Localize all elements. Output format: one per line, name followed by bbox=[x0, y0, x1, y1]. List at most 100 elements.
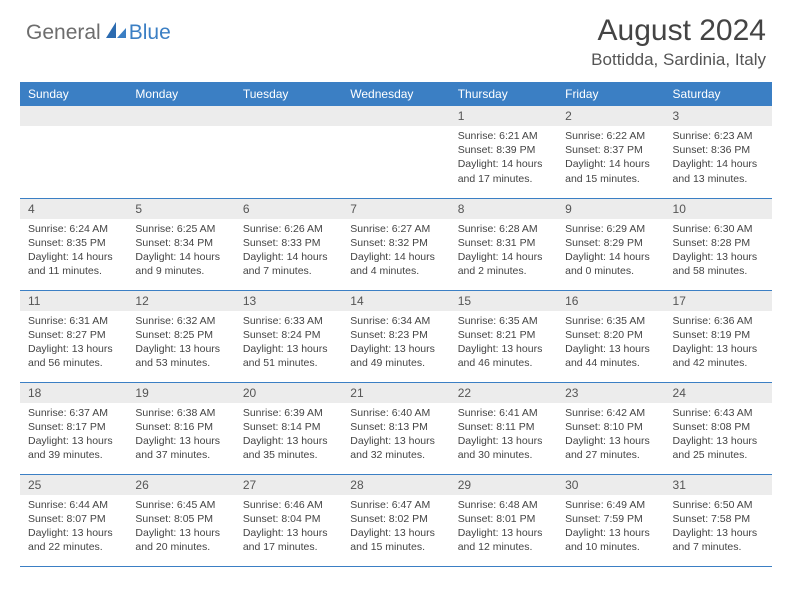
sunrise-text: Sunrise: 6:48 AM bbox=[458, 498, 549, 512]
day-content: Sunrise: 6:45 AMSunset: 8:05 PMDaylight:… bbox=[127, 495, 234, 560]
sunset-text: Sunset: 8:31 PM bbox=[458, 236, 549, 250]
daylight-text: Daylight: 14 hours and 11 minutes. bbox=[28, 250, 119, 278]
day-number: 10 bbox=[665, 199, 772, 219]
calendar-day bbox=[235, 106, 342, 198]
calendar-day: 26Sunrise: 6:45 AMSunset: 8:05 PMDayligh… bbox=[127, 474, 234, 566]
daylight-text: Daylight: 13 hours and 37 minutes. bbox=[135, 434, 226, 462]
sunset-text: Sunset: 8:19 PM bbox=[673, 328, 764, 342]
day-number: 9 bbox=[557, 199, 664, 219]
day-content: Sunrise: 6:38 AMSunset: 8:16 PMDaylight:… bbox=[127, 403, 234, 468]
calendar-table: SundayMondayTuesdayWednesdayThursdayFrid… bbox=[20, 82, 772, 567]
day-content: Sunrise: 6:33 AMSunset: 8:24 PMDaylight:… bbox=[235, 311, 342, 376]
sunset-text: Sunset: 8:25 PM bbox=[135, 328, 226, 342]
calendar-day: 25Sunrise: 6:44 AMSunset: 8:07 PMDayligh… bbox=[20, 474, 127, 566]
calendar-week: 1Sunrise: 6:21 AMSunset: 8:39 PMDaylight… bbox=[20, 106, 772, 198]
day-content: Sunrise: 6:40 AMSunset: 8:13 PMDaylight:… bbox=[342, 403, 449, 468]
day-number: 6 bbox=[235, 199, 342, 219]
calendar-day: 9Sunrise: 6:29 AMSunset: 8:29 PMDaylight… bbox=[557, 198, 664, 290]
daylight-text: Daylight: 13 hours and 46 minutes. bbox=[458, 342, 549, 370]
sunset-text: Sunset: 8:39 PM bbox=[458, 143, 549, 157]
day-number: 26 bbox=[127, 475, 234, 495]
daylight-text: Daylight: 14 hours and 13 minutes. bbox=[673, 157, 764, 185]
day-content: Sunrise: 6:36 AMSunset: 8:19 PMDaylight:… bbox=[665, 311, 772, 376]
sunrise-text: Sunrise: 6:34 AM bbox=[350, 314, 441, 328]
day-number: 4 bbox=[20, 199, 127, 219]
day-number: 5 bbox=[127, 199, 234, 219]
day-content bbox=[342, 126, 449, 134]
calendar-day: 13Sunrise: 6:33 AMSunset: 8:24 PMDayligh… bbox=[235, 290, 342, 382]
sunrise-text: Sunrise: 6:47 AM bbox=[350, 498, 441, 512]
day-content: Sunrise: 6:49 AMSunset: 7:59 PMDaylight:… bbox=[557, 495, 664, 560]
daylight-text: Daylight: 13 hours and 44 minutes. bbox=[565, 342, 656, 370]
day-number: 23 bbox=[557, 383, 664, 403]
day-content: Sunrise: 6:23 AMSunset: 8:36 PMDaylight:… bbox=[665, 126, 772, 191]
sunset-text: Sunset: 8:27 PM bbox=[28, 328, 119, 342]
calendar-day: 14Sunrise: 6:34 AMSunset: 8:23 PMDayligh… bbox=[342, 290, 449, 382]
header: General Blue August 2024 Bottidda, Sardi… bbox=[0, 0, 792, 78]
sunset-text: Sunset: 8:14 PM bbox=[243, 420, 334, 434]
calendar-day: 17Sunrise: 6:36 AMSunset: 8:19 PMDayligh… bbox=[665, 290, 772, 382]
calendar-day: 24Sunrise: 6:43 AMSunset: 8:08 PMDayligh… bbox=[665, 382, 772, 474]
calendar-day: 28Sunrise: 6:47 AMSunset: 8:02 PMDayligh… bbox=[342, 474, 449, 566]
logo-sail-icon bbox=[105, 20, 127, 45]
calendar-head: SundayMondayTuesdayWednesdayThursdayFrid… bbox=[20, 82, 772, 106]
daylight-text: Daylight: 13 hours and 7 minutes. bbox=[673, 526, 764, 554]
calendar-day bbox=[20, 106, 127, 198]
sunset-text: Sunset: 8:23 PM bbox=[350, 328, 441, 342]
day-content: Sunrise: 6:47 AMSunset: 8:02 PMDaylight:… bbox=[342, 495, 449, 560]
daylight-text: Daylight: 14 hours and 7 minutes. bbox=[243, 250, 334, 278]
day-header-row: SundayMondayTuesdayWednesdayThursdayFrid… bbox=[20, 82, 772, 106]
day-content: Sunrise: 6:31 AMSunset: 8:27 PMDaylight:… bbox=[20, 311, 127, 376]
sunrise-text: Sunrise: 6:25 AM bbox=[135, 222, 226, 236]
daylight-text: Daylight: 14 hours and 9 minutes. bbox=[135, 250, 226, 278]
calendar-day: 18Sunrise: 6:37 AMSunset: 8:17 PMDayligh… bbox=[20, 382, 127, 474]
day-number: 22 bbox=[450, 383, 557, 403]
sunset-text: Sunset: 8:24 PM bbox=[243, 328, 334, 342]
sunrise-text: Sunrise: 6:22 AM bbox=[565, 129, 656, 143]
day-number: 20 bbox=[235, 383, 342, 403]
daylight-text: Daylight: 13 hours and 10 minutes. bbox=[565, 526, 656, 554]
day-header: Thursday bbox=[450, 82, 557, 106]
daylight-text: Daylight: 13 hours and 42 minutes. bbox=[673, 342, 764, 370]
day-content: Sunrise: 6:26 AMSunset: 8:33 PMDaylight:… bbox=[235, 219, 342, 284]
day-number: 30 bbox=[557, 475, 664, 495]
day-number bbox=[342, 106, 449, 126]
day-content bbox=[20, 126, 127, 134]
day-content: Sunrise: 6:24 AMSunset: 8:35 PMDaylight:… bbox=[20, 219, 127, 284]
sunset-text: Sunset: 8:33 PM bbox=[243, 236, 334, 250]
day-number: 18 bbox=[20, 383, 127, 403]
daylight-text: Daylight: 13 hours and 12 minutes. bbox=[458, 526, 549, 554]
calendar-body: 1Sunrise: 6:21 AMSunset: 8:39 PMDaylight… bbox=[20, 106, 772, 566]
sunset-text: Sunset: 8:16 PM bbox=[135, 420, 226, 434]
calendar-day: 1Sunrise: 6:21 AMSunset: 8:39 PMDaylight… bbox=[450, 106, 557, 198]
day-content: Sunrise: 6:28 AMSunset: 8:31 PMDaylight:… bbox=[450, 219, 557, 284]
day-number: 14 bbox=[342, 291, 449, 311]
day-content: Sunrise: 6:30 AMSunset: 8:28 PMDaylight:… bbox=[665, 219, 772, 284]
calendar-day: 8Sunrise: 6:28 AMSunset: 8:31 PMDaylight… bbox=[450, 198, 557, 290]
daylight-text: Daylight: 13 hours and 22 minutes. bbox=[28, 526, 119, 554]
sunset-text: Sunset: 8:28 PM bbox=[673, 236, 764, 250]
calendar-day: 19Sunrise: 6:38 AMSunset: 8:16 PMDayligh… bbox=[127, 382, 234, 474]
calendar-day: 15Sunrise: 6:35 AMSunset: 8:21 PMDayligh… bbox=[450, 290, 557, 382]
sunrise-text: Sunrise: 6:49 AM bbox=[565, 498, 656, 512]
sunset-text: Sunset: 8:36 PM bbox=[673, 143, 764, 157]
sunset-text: Sunset: 8:29 PM bbox=[565, 236, 656, 250]
sunset-text: Sunset: 8:37 PM bbox=[565, 143, 656, 157]
sunrise-text: Sunrise: 6:29 AM bbox=[565, 222, 656, 236]
daylight-text: Daylight: 14 hours and 15 minutes. bbox=[565, 157, 656, 185]
day-content: Sunrise: 6:22 AMSunset: 8:37 PMDaylight:… bbox=[557, 126, 664, 191]
day-header: Monday bbox=[127, 82, 234, 106]
sunrise-text: Sunrise: 6:24 AM bbox=[28, 222, 119, 236]
sunrise-text: Sunrise: 6:50 AM bbox=[673, 498, 764, 512]
day-content: Sunrise: 6:39 AMSunset: 8:14 PMDaylight:… bbox=[235, 403, 342, 468]
sunset-text: Sunset: 8:02 PM bbox=[350, 512, 441, 526]
day-number: 19 bbox=[127, 383, 234, 403]
sunset-text: Sunset: 8:32 PM bbox=[350, 236, 441, 250]
sunset-text: Sunset: 7:58 PM bbox=[673, 512, 764, 526]
calendar-day bbox=[127, 106, 234, 198]
sunrise-text: Sunrise: 6:26 AM bbox=[243, 222, 334, 236]
day-header: Wednesday bbox=[342, 82, 449, 106]
sunset-text: Sunset: 8:05 PM bbox=[135, 512, 226, 526]
day-number: 27 bbox=[235, 475, 342, 495]
day-content: Sunrise: 6:29 AMSunset: 8:29 PMDaylight:… bbox=[557, 219, 664, 284]
